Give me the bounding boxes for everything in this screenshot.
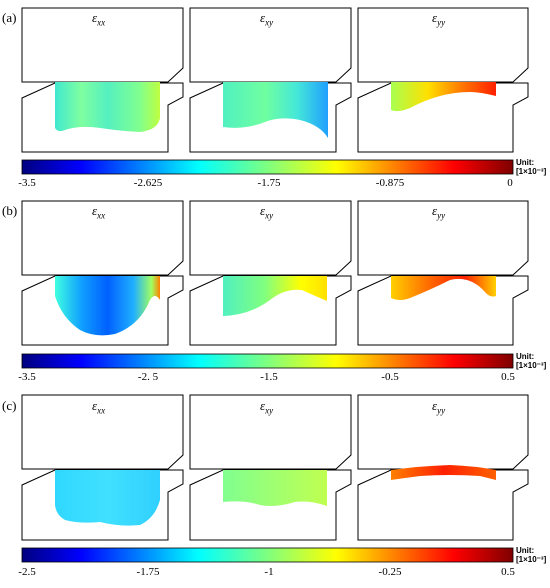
colorbar-b-tick-2: -2. 5 xyxy=(137,371,159,383)
row-b xyxy=(21,200,529,369)
colorbar-b-tick-3: -1.5 xyxy=(260,371,278,383)
colorbar-c-tick-2: -1.75 xyxy=(136,566,160,578)
colorbar-a-tick-2: -2.625 xyxy=(133,177,163,189)
strain-field-a-exx xyxy=(55,82,160,132)
title-b-exy: εxy xyxy=(260,203,274,221)
colorbar-a xyxy=(21,159,514,175)
colorbar-c xyxy=(21,547,514,563)
colorbar-c-tick-3: -1 xyxy=(264,566,274,578)
title-c-exx: εxx xyxy=(92,398,106,416)
strain-field-c-exx xyxy=(55,470,160,526)
colorbar-a-tick-1: -3.5 xyxy=(18,177,36,189)
strain-field-a-exy xyxy=(223,82,328,138)
colorbar-b-tick-5: 0.5 xyxy=(501,371,515,383)
panel-b3-outline xyxy=(357,200,529,346)
row-c xyxy=(21,394,529,563)
colorbar-a-tick-3: -1.75 xyxy=(257,177,281,189)
title-a-exx: εxx xyxy=(92,10,106,28)
strain-field-b-exy xyxy=(223,276,327,316)
panel-b2-outline xyxy=(189,200,352,346)
colorbar-b-unit: Unit: [1×10⁻³] xyxy=(516,352,547,370)
colorbar-b-tick-1: -3.5 xyxy=(18,371,36,383)
strain-field-c-eyy xyxy=(391,465,496,480)
panel-c2-outline xyxy=(189,394,352,541)
colorbar-a-tick-4: -0.875 xyxy=(375,177,405,189)
panel-label-b: (b) xyxy=(2,203,18,218)
colorbar-a-tick-5: 0 xyxy=(507,177,513,189)
panel-label-a: (a) xyxy=(2,10,17,25)
strain-field-c-exy xyxy=(223,470,327,506)
strain-field-a-eyy xyxy=(391,82,496,112)
title-c-exy: εxy xyxy=(260,398,274,416)
colorbar-c-tick-4: -0.25 xyxy=(378,566,402,578)
colorbar-b-tick-4: -0.5 xyxy=(381,371,399,383)
colorbar-c-tick-5: 0.5 xyxy=(501,566,515,578)
title-b-eyy: εyy xyxy=(432,203,446,221)
row-a xyxy=(21,7,529,175)
title-c-eyy: εyy xyxy=(432,398,446,416)
colorbar-b xyxy=(21,353,514,369)
colorbar-c-unit: Unit: [1×10⁻³] xyxy=(516,546,547,564)
colorbar-c-tick-1: -2.5 xyxy=(18,566,36,578)
panel-a3-outline xyxy=(357,7,529,153)
title-a-exy: εxy xyxy=(260,10,274,28)
title-b-exx: εxx xyxy=(92,203,106,221)
panel-a1-outline xyxy=(21,7,184,153)
colorbar-a-unit: Unit: [1×10⁻³] xyxy=(516,158,547,176)
strain-field-b-eyy xyxy=(391,276,496,300)
strain-field-b-exx xyxy=(55,276,160,336)
title-a-eyy: εyy xyxy=(432,10,446,28)
panel-label-c: (c) xyxy=(2,398,17,413)
